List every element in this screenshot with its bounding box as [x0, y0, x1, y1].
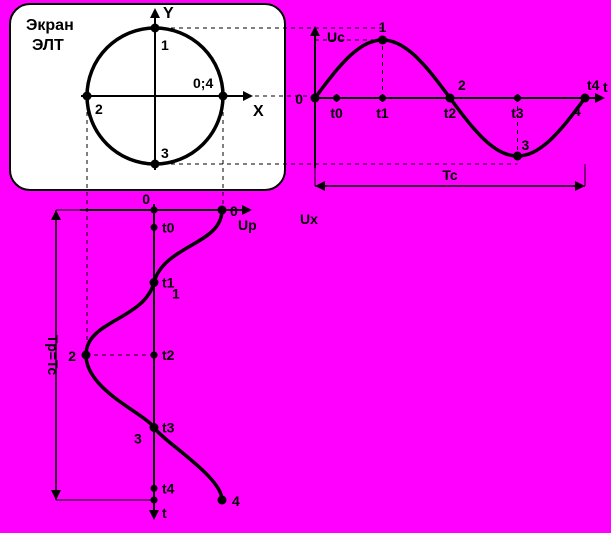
svg-text:2: 2	[458, 77, 466, 93]
svg-text:1: 1	[161, 37, 169, 53]
svg-text:t0: t0	[330, 105, 343, 121]
svg-text:1: 1	[172, 286, 180, 302]
svg-text:3: 3	[522, 137, 530, 153]
svg-text:t1: t1	[376, 105, 389, 121]
svg-text:t3: t3	[162, 420, 175, 436]
svg-text:4: 4	[232, 493, 240, 509]
svg-text:Tc: Tc	[442, 167, 458, 183]
svg-text:t2: t2	[162, 347, 175, 363]
svg-text:Экран: Экран	[26, 17, 74, 34]
svg-text:t: t	[162, 505, 167, 521]
diagram-svg: Экран ЭЛТ Y X 1 2 3 0;4 t Uc 0 1 2 3 4 t4 t0 t1 t2 t3 Tc Up t U…	[0, 0, 611, 533]
svg-text:4: 4	[573, 103, 581, 119]
svg-text:t3: t3	[511, 105, 524, 121]
svg-text:X: X	[253, 103, 264, 120]
svg-text:t4: t4	[162, 480, 175, 496]
svg-text:1: 1	[379, 19, 387, 35]
svg-text:Uc: Uc	[327, 29, 345, 45]
svg-text:0: 0	[295, 91, 303, 107]
svg-text:Up: Up	[238, 217, 257, 233]
svg-text:0: 0	[142, 191, 150, 207]
svg-text:ЭЛТ: ЭЛТ	[32, 37, 64, 54]
svg-text:2: 2	[95, 101, 103, 117]
svg-text:Y: Y	[163, 5, 174, 22]
svg-text:Tp=Tc: Tp=Tc	[45, 335, 61, 376]
svg-text:t2: t2	[444, 105, 457, 121]
svg-text:3: 3	[161, 145, 169, 161]
svg-text:t4: t4	[587, 77, 600, 93]
svg-text:Ux: Ux	[300, 211, 318, 227]
svg-text:0: 0	[230, 203, 238, 219]
svg-text:t: t	[603, 79, 608, 95]
svg-text:3: 3	[134, 431, 142, 447]
svg-text:2: 2	[68, 348, 76, 364]
svg-text:0;4: 0;4	[193, 75, 213, 91]
svg-text:t0: t0	[162, 219, 175, 235]
